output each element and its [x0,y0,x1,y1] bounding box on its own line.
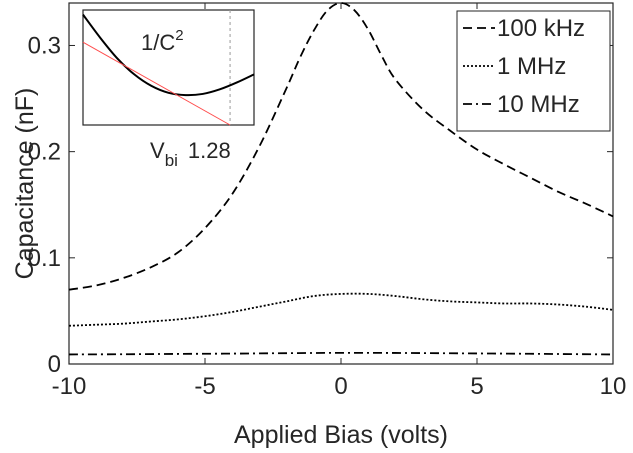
y-tick-label: 0.1 [28,245,61,272]
x-axis-title: Applied Bias (volts) [234,421,448,449]
x-tick-label: 10 [600,373,627,400]
series-layer [68,2,614,356]
vbi-symbol: V [150,138,165,163]
inset-label-superscript: 2 [175,27,183,44]
legend-label: 10 MHz [497,91,580,118]
vbi-subscript: bi [165,151,178,170]
legend-label: 1 MHz [497,53,566,80]
inset-curve [82,14,255,97]
x-tick-label: -10 [52,373,87,400]
legend: 100 kHz 1 MHz 10 MHz [456,10,611,132]
y-tick-label: 0 [48,351,61,378]
y-axis-title: Capacitance (nF) [11,88,39,280]
legend-label: 100 kHz [497,15,585,42]
x-tick-label: -5 [194,373,215,400]
series-line-0 [68,2,614,291]
x-tick-label: 0 [334,373,347,400]
series-line-2 [68,351,614,356]
legend-box [456,10,611,132]
inset-frame [82,9,255,126]
inset-fit-line [82,41,231,126]
vbi-annotation: Vbi 1.28 [150,138,231,170]
x-tick-label: 5 [470,373,483,400]
axes [68,2,614,365]
vbi-value: 1.28 [188,138,231,163]
y-tick-label: 0.3 [28,32,61,59]
series-line-1 [68,292,614,327]
y-tick-label: 0.2 [28,139,61,166]
tick-labels: -10 -5 0 5 10 0 0.1 0.2 0.3 [28,32,627,400]
